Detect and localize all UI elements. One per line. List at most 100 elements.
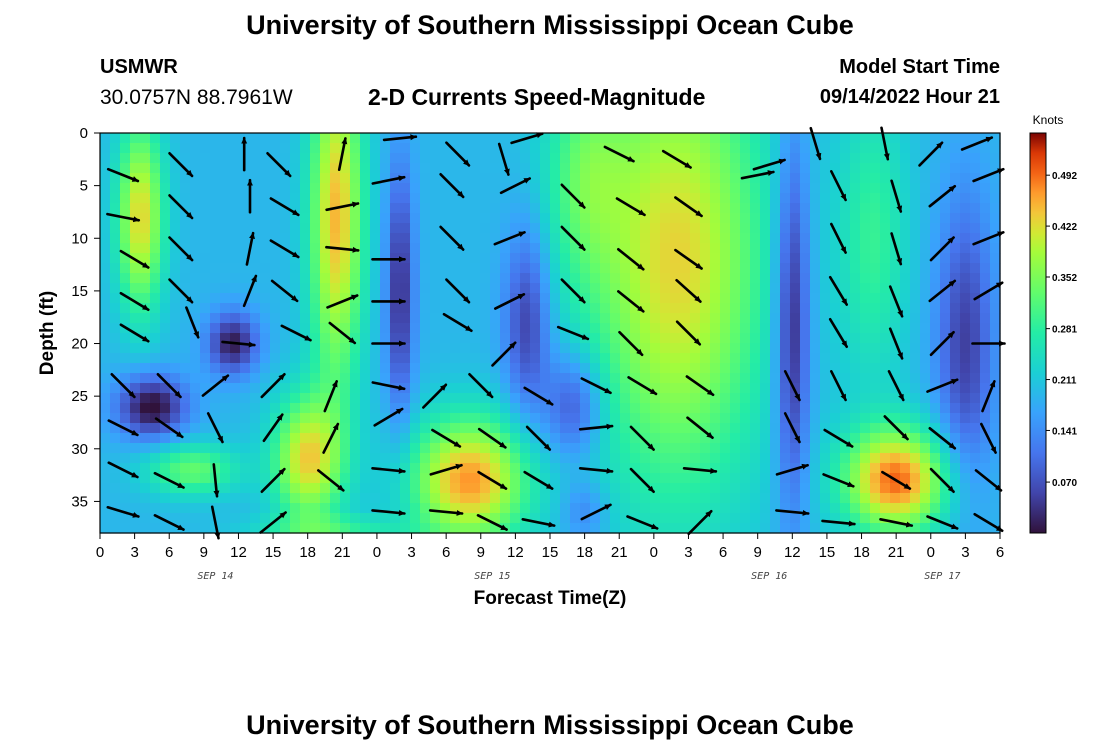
heatmap-cell (840, 503, 851, 514)
heatmap-cell (490, 323, 501, 334)
heatmap-cell (850, 513, 861, 524)
heatmap-cell (870, 483, 881, 494)
heatmap-cell (130, 293, 141, 304)
heatmap-cell (210, 233, 221, 244)
heatmap-cell (780, 523, 791, 534)
heatmap-cell (130, 473, 141, 484)
heatmap-cell (920, 163, 931, 174)
heatmap-cell (380, 473, 391, 484)
heatmap-cell (540, 403, 551, 414)
heatmap-cell (210, 263, 221, 274)
heatmap-cell (930, 193, 941, 204)
heatmap-cell (450, 293, 461, 304)
heatmap-cell (550, 233, 561, 244)
heatmap-cell (820, 143, 831, 154)
heatmap-cell (580, 343, 591, 354)
heatmap-cell (340, 453, 351, 464)
heatmap-cell (830, 183, 841, 194)
heatmap-cell (950, 463, 961, 474)
heatmap-cell (670, 203, 681, 214)
heatmap-cell (910, 453, 921, 464)
heatmap-cell (150, 523, 161, 534)
heatmap-cell (170, 363, 181, 374)
heatmap-cell (290, 223, 301, 234)
heatmap-cell (310, 173, 321, 184)
heatmap-cell (260, 323, 271, 334)
heatmap-cell (410, 353, 421, 364)
heatmap-cell (190, 353, 201, 364)
current-arrow (445, 278, 471, 304)
heatmap-cell (400, 353, 411, 364)
heatmap-cell (470, 343, 481, 354)
heatmap-cell (270, 433, 281, 444)
heatmap-cell (200, 453, 211, 464)
heatmap-cell (470, 393, 481, 404)
heatmap-cell (710, 203, 721, 214)
heatmap-cell (760, 253, 771, 264)
heatmap-cell (410, 183, 421, 194)
heatmap-cell (760, 223, 771, 234)
heatmap-cell (780, 503, 791, 514)
heatmap-cell (120, 523, 131, 534)
heatmap-cell (570, 443, 581, 454)
heatmap-cell (310, 293, 321, 304)
heatmap-cell (530, 383, 541, 394)
heatmap-cell (780, 293, 791, 304)
heatmap-cell (420, 513, 431, 524)
heatmap-cell (720, 283, 731, 294)
heatmap-cell (170, 213, 181, 224)
heatmap-cell (600, 513, 611, 524)
heatmap-cell (290, 323, 301, 334)
heatmap-cell (650, 403, 661, 414)
heatmap-cell (630, 133, 641, 144)
heatmap-cell (490, 423, 501, 434)
heatmap-cell (570, 423, 581, 434)
heatmap-cell (520, 203, 531, 214)
heatmap-cell (370, 373, 381, 384)
heatmap-cell (140, 433, 151, 444)
heatmap-cell (710, 473, 721, 484)
heatmap-cell (900, 423, 911, 434)
heatmap-cell (200, 323, 211, 334)
heatmap-cell (360, 423, 371, 434)
heatmap-cell (940, 493, 951, 504)
current-arrow (821, 519, 856, 527)
heatmap-cell (800, 493, 811, 504)
heatmap-cell (660, 383, 671, 394)
heatmap-cell (490, 333, 501, 344)
heatmap-cell (310, 223, 321, 234)
heatmap-cell (770, 453, 781, 464)
heatmap-cell (700, 413, 711, 424)
heatmap-cell (960, 253, 971, 264)
heatmap-cell (490, 163, 501, 174)
heatmap-cell (250, 203, 261, 214)
heatmap-cell (210, 403, 221, 414)
heatmap-cell (660, 153, 671, 164)
heatmap-cell (430, 513, 441, 524)
heatmap-cell (220, 363, 231, 374)
heatmap-cell (500, 493, 511, 504)
heatmap-cell (170, 503, 181, 514)
heatmap-cell (160, 403, 171, 414)
heatmap-cell (900, 173, 911, 184)
heatmap-cell (740, 273, 751, 284)
heatmap-cell (410, 303, 421, 314)
heatmap-cell (460, 403, 471, 414)
heatmap-cell (750, 283, 761, 294)
heatmap-cell (520, 303, 531, 314)
heatmap-cell (390, 323, 401, 334)
heatmap-cell (200, 493, 211, 504)
heatmap-cell (680, 403, 691, 414)
heatmap-cell (490, 343, 501, 354)
heatmap-cell (670, 303, 681, 314)
heatmap-cell (230, 403, 241, 414)
heatmap-cell (870, 403, 881, 414)
heatmap-cell (440, 333, 451, 344)
heatmap-cell (980, 353, 991, 364)
heatmap-cell (500, 333, 511, 344)
heatmap-cell (310, 513, 321, 524)
heatmap-cell (520, 423, 531, 434)
heatmap-cell (560, 233, 571, 244)
heatmap-cell (870, 133, 881, 144)
heatmap-cell (520, 413, 531, 424)
